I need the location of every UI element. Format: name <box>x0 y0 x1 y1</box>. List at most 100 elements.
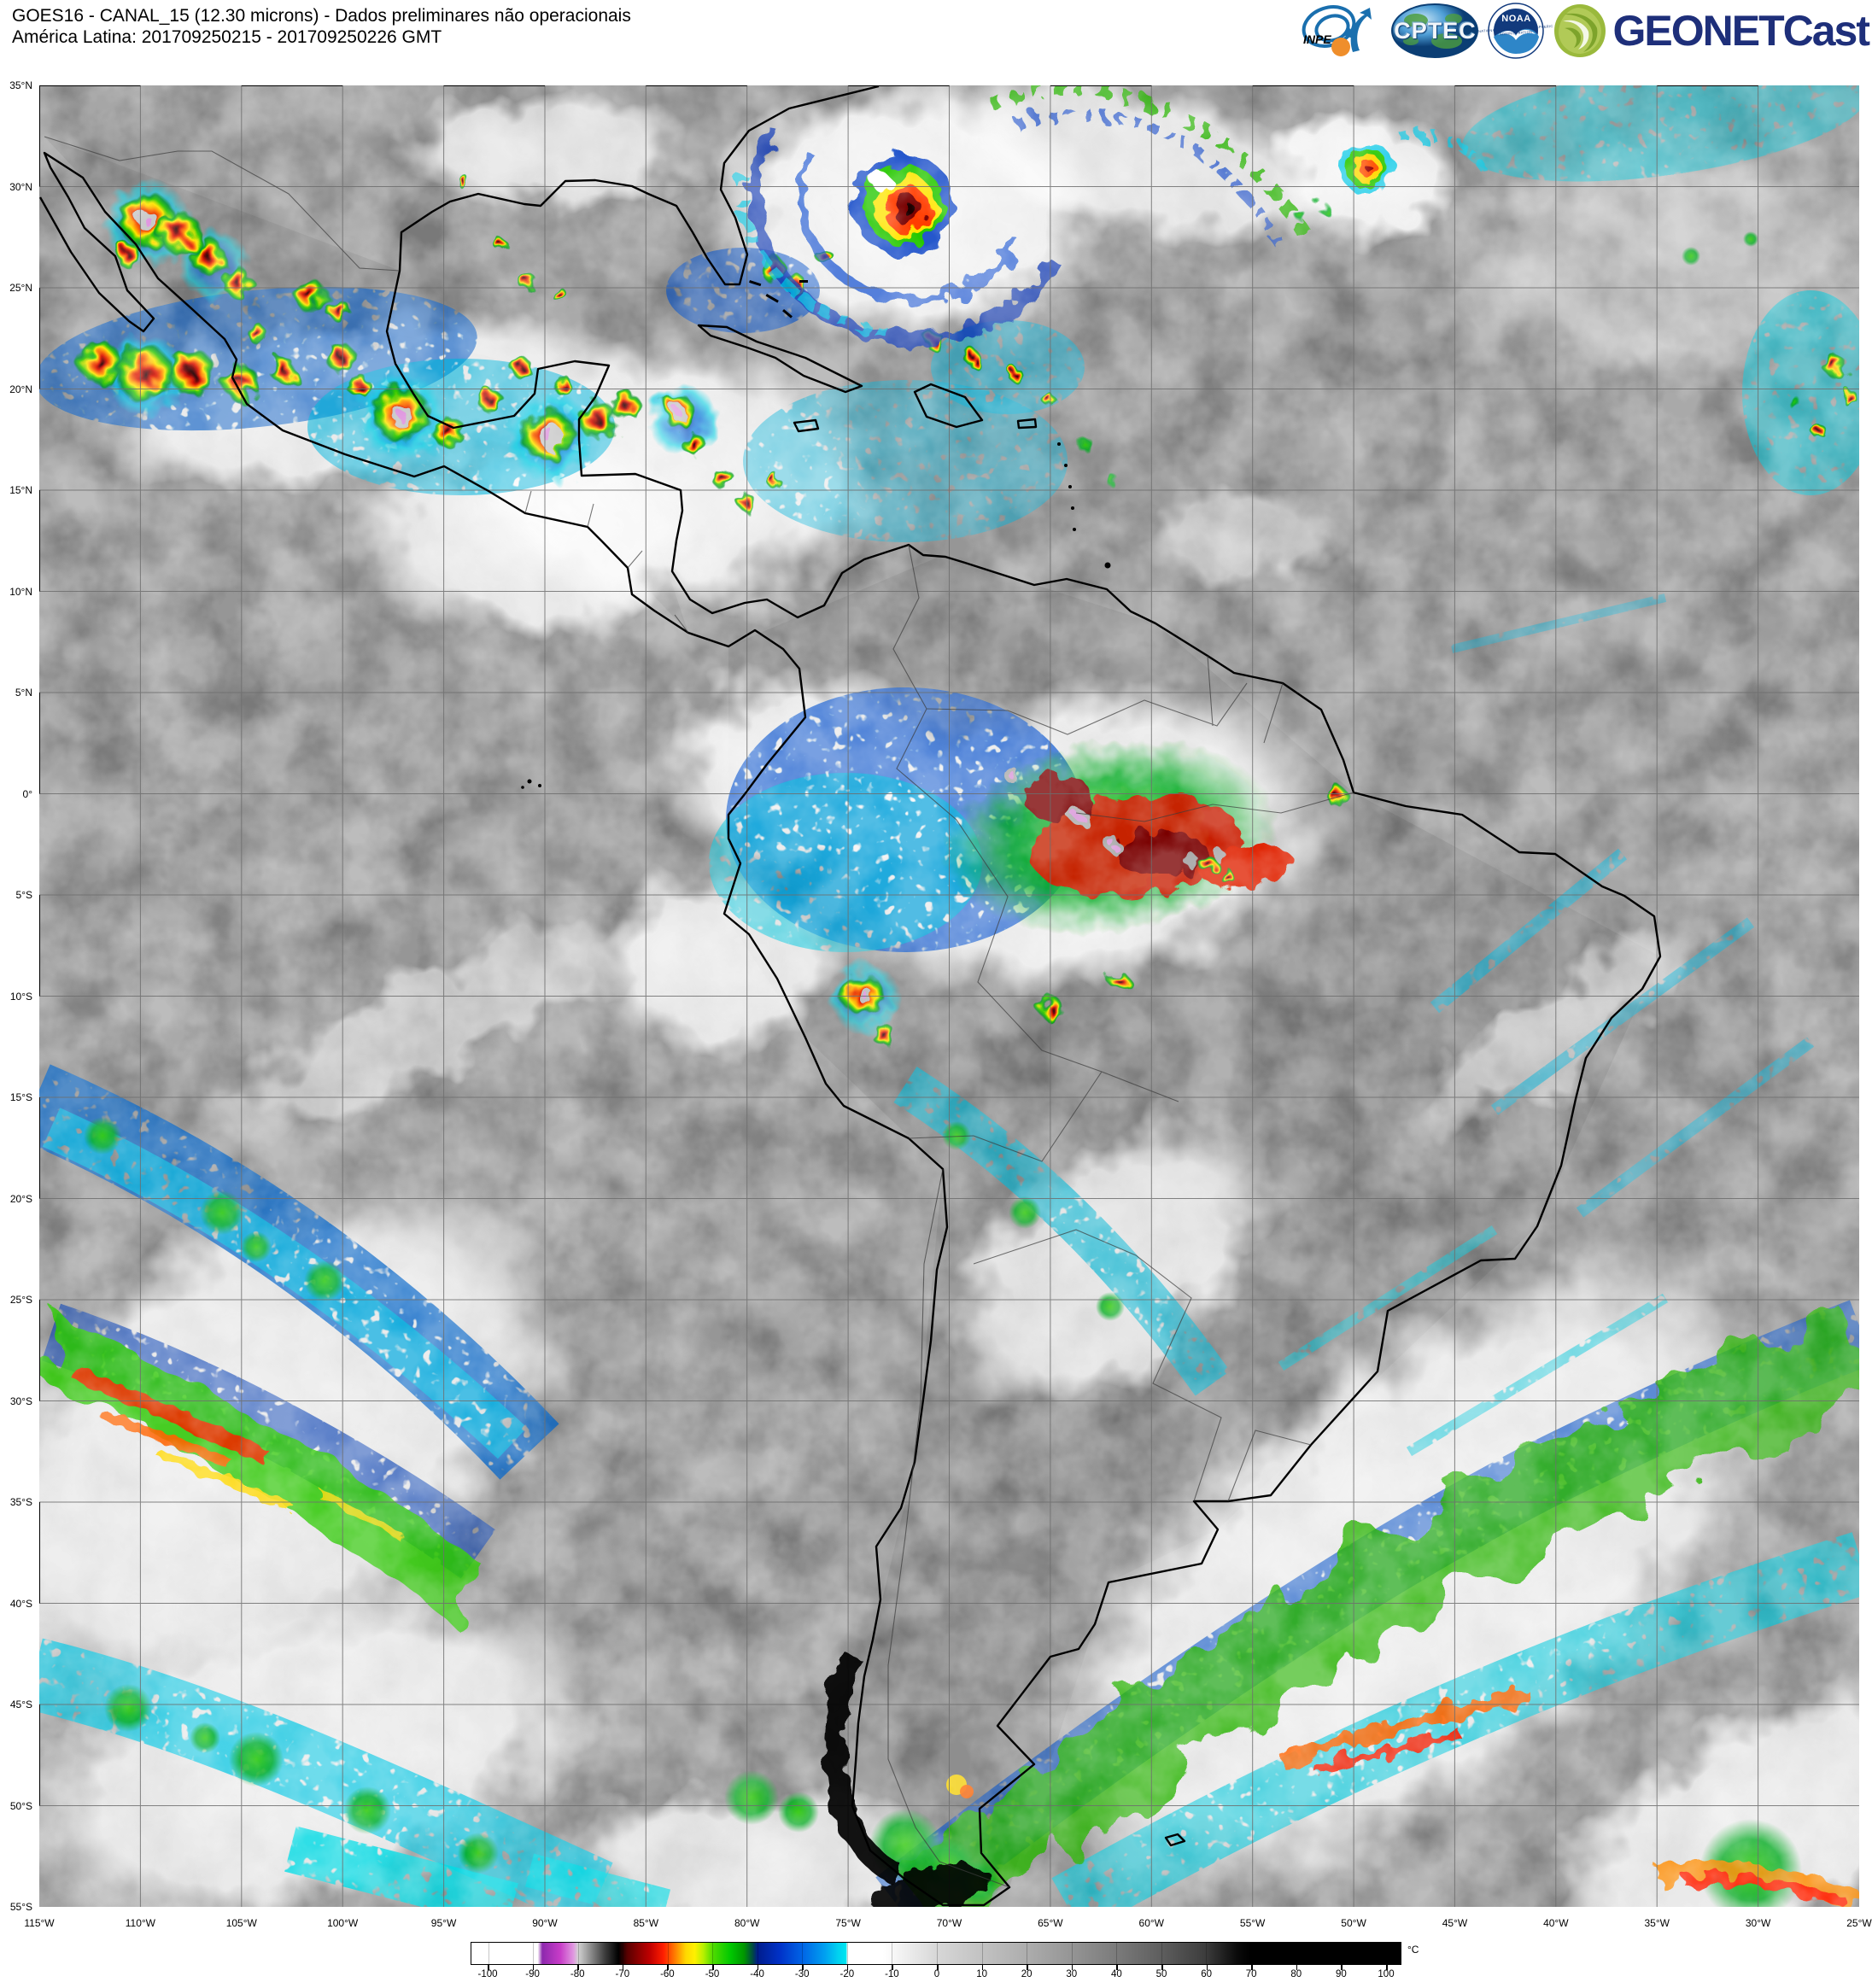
inpe-label: INPE <box>1303 32 1331 46</box>
colorbar-inner-tick <box>577 1943 579 1964</box>
colorbar-inner-tick <box>936 1943 938 1964</box>
lat-label: 25°S <box>9 1294 32 1306</box>
lon-label: 75°W <box>835 1917 861 1929</box>
lat-label: 10°S <box>9 990 32 1003</box>
logo-bar: INPE CPTEC <box>1296 2 1870 60</box>
colorbar-tick-label: 90 <box>1335 1969 1347 1979</box>
lon-label: 65°W <box>1038 1917 1063 1929</box>
colorbar-inner-tick <box>712 1943 714 1964</box>
colorbar-tick-label: -10 <box>885 1969 899 1979</box>
product-title: GOES16 - CANAL_15 (12.30 microns) - Dado… <box>12 6 631 26</box>
lat-label: 30°N <box>9 180 32 193</box>
coastlines <box>39 85 1662 1907</box>
colorbar-tick <box>1386 1965 1388 1970</box>
colorbar-tick <box>1341 1965 1343 1970</box>
page-header: GOES16 - CANAL_15 (12.30 microns) - Dado… <box>12 5 631 48</box>
lon-label: 70°W <box>936 1917 962 1929</box>
colorbar-tick-label: 70 <box>1245 1969 1257 1979</box>
colorbar-tick <box>1116 1965 1118 1970</box>
colorbar-inner-tick <box>981 1943 983 1964</box>
colorbar-tick-label: -80 <box>570 1969 585 1979</box>
colorbar-tick-label: -20 <box>839 1969 855 1979</box>
colorbar-tick <box>802 1965 804 1970</box>
lat-label: 35°N <box>9 79 32 91</box>
cptec-logo: CPTEC <box>1390 3 1479 59</box>
colorbar <box>471 1942 1401 1965</box>
colorbar-tick <box>667 1965 669 1970</box>
colorbar-tick-label: -30 <box>794 1969 810 1979</box>
colorbar-tick <box>532 1965 535 1970</box>
lon-label: 60°W <box>1138 1917 1165 1929</box>
lat-label: 25°N <box>9 282 32 294</box>
lon-label: 105°W <box>225 1917 257 1929</box>
colorbar-tick <box>937 1965 939 1970</box>
colorbar-tick-label: -90 <box>525 1969 540 1979</box>
colorbar-unit-label: °C <box>1407 1944 1419 1956</box>
inpe-orbit-icon: INPE <box>1302 5 1372 56</box>
lon-label: 30°W <box>1745 1917 1771 1929</box>
colorbar-tick <box>757 1965 759 1970</box>
colorbar-tick <box>892 1965 893 1970</box>
noaa-seagull-icon <box>1488 3 1545 59</box>
lon-label: 95°W <box>430 1917 457 1929</box>
lon-label: 85°W <box>633 1917 659 1929</box>
colorbar-tick-label: 30 <box>1066 1969 1078 1979</box>
colorbar-tick-label: 0 <box>933 1969 940 1979</box>
lon-label: 115°W <box>24 1917 55 1929</box>
lat-label: 30°S <box>9 1395 32 1407</box>
lon-label: 55°W <box>1239 1917 1266 1929</box>
noaa-label: NOAA <box>1501 14 1531 24</box>
geonetcast-label: GEONETCast <box>1612 7 1870 55</box>
lat-label: 55°S <box>9 1901 32 1913</box>
lon-label: 25°W <box>1846 1917 1872 1929</box>
colorbar-tick-label: -50 <box>705 1969 720 1979</box>
country-borders <box>44 136 1354 1888</box>
lon-label: 40°W <box>1543 1917 1569 1929</box>
colorbar-inner-tick <box>1340 1943 1342 1964</box>
colorbar-tick-label: 80 <box>1290 1969 1302 1979</box>
colorbar-tick-label: -70 <box>615 1969 630 1979</box>
lat-label: 20°S <box>9 1192 32 1205</box>
lat-label: 15°N <box>9 484 32 496</box>
colorbar-tick-label: -60 <box>660 1969 675 1979</box>
colorbar-inner-tick <box>667 1943 669 1964</box>
colorbar-gradient <box>471 1943 1401 1964</box>
colorbar-tick <box>712 1965 714 1970</box>
colorbar-inner-tick <box>1161 1943 1162 1964</box>
lon-label: 45°W <box>1442 1917 1468 1929</box>
colorbar-inner-tick <box>1206 1943 1208 1964</box>
lat-label: 5°S <box>15 889 32 901</box>
colorbar-tick-label: 100 <box>1378 1969 1395 1979</box>
lat-label: 45°S <box>9 1699 32 1710</box>
colorbar-tick <box>846 1965 849 1970</box>
lat-label: 35°S <box>9 1496 32 1508</box>
lat-label: 10°N <box>9 585 32 598</box>
colorbar-inner-tick <box>1071 1943 1073 1964</box>
cptec-globe-icon <box>1391 3 1479 58</box>
lat-label: 20°N <box>9 383 32 395</box>
colorbar-inner-tick <box>846 1943 848 1964</box>
cptec-label: CPTEC <box>1394 18 1477 44</box>
colorbar-tick <box>488 1965 489 1970</box>
colorbar-tick-label: 60 <box>1201 1969 1212 1979</box>
inpe-logo: INPE <box>1296 3 1382 59</box>
lon-label: 90°W <box>532 1917 558 1929</box>
graticule <box>39 85 1859 1907</box>
colorbar-tick-label: 50 <box>1155 1969 1167 1979</box>
colorbar-inner-tick <box>1116 1943 1117 1964</box>
lat-label: 0° <box>22 787 32 800</box>
lat-label: 40°S <box>9 1597 32 1610</box>
geonetcast-logo: GEONETCast <box>1553 3 1870 59</box>
colorbar-tick <box>981 1965 984 1970</box>
product-subtitle: América Latina: 201709250215 - 201709250… <box>12 27 442 47</box>
colorbar-tick-label: -40 <box>750 1969 764 1979</box>
geonetcast-globe-icon <box>1554 4 1606 57</box>
colorbar-inner-tick <box>802 1943 804 1964</box>
colorbar-tick <box>1251 1965 1253 1970</box>
colorbar-tick <box>1296 1965 1298 1970</box>
colorbar-inner-tick <box>1385 1943 1387 1964</box>
colorbar-tick-label: 40 <box>1110 1969 1122 1979</box>
colorbar-tick-label: -100 <box>477 1969 498 1979</box>
